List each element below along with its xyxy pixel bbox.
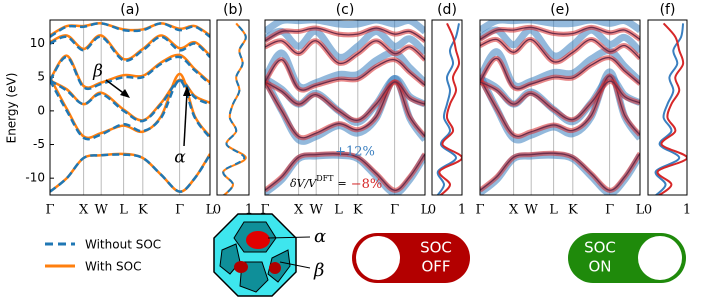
x-tick-label: W (95, 203, 109, 218)
x-tick-label: L (119, 203, 128, 218)
x-tick-label: 1 (683, 203, 691, 218)
alpha-label: α (314, 226, 326, 247)
x-tick-label: 0 (213, 203, 221, 218)
x-tick-label: X (79, 203, 89, 218)
dos-line (436, 23, 460, 195)
dos-line (656, 22, 687, 195)
panel-title: (b) (223, 2, 243, 18)
band-center (265, 40, 425, 65)
y-tick-label: -5 (33, 137, 45, 151)
band-line (50, 152, 210, 193)
band-center (265, 81, 425, 122)
panel-frame (647, 19, 688, 196)
arrow-head (120, 89, 130, 98)
panel-frame (479, 19, 641, 196)
strain-label: δV/VDFT = −8% (290, 174, 382, 192)
x-tick-label: 1 (458, 203, 466, 218)
band-line (50, 34, 210, 61)
x-tick-label: 1 (245, 203, 253, 218)
band-center (480, 26, 640, 41)
legend-label: Without SOC (85, 238, 161, 252)
plot-area (480, 20, 640, 195)
panel-title: (a) (120, 2, 140, 18)
strain-value: −8% (351, 177, 383, 192)
x-tick-label: Γ (390, 203, 399, 218)
x-tick-label: Γ (475, 203, 484, 218)
band-center (265, 153, 425, 191)
x-tick-label: K (138, 203, 148, 218)
x-tick-label: X (509, 203, 519, 218)
x-tick-label: L (334, 203, 343, 218)
soc-on-toggle[interactable]: SOC ON (568, 233, 686, 283)
x-tick-label: Γ (45, 203, 54, 218)
x-tick-label: L (421, 203, 430, 218)
annotation: β (92, 62, 103, 82)
y-tick-label: 0 (37, 103, 45, 117)
dos-line (222, 22, 247, 195)
x-tick-label: L (206, 203, 215, 218)
arrow-head (183, 86, 191, 96)
strain-sup: DFT (316, 174, 334, 183)
x-tick-label: L (636, 203, 645, 218)
strain-text: δV/V (290, 177, 317, 190)
toggle-label: SOC (420, 239, 452, 257)
band-line (50, 153, 210, 193)
strain-eq: = (338, 177, 347, 190)
toggle-label: ON (588, 258, 611, 276)
y-axis-label: Energy (eV) (5, 73, 19, 144)
y-tick-label: 10 (30, 36, 45, 50)
band-center (480, 38, 640, 63)
panel-frame (264, 19, 426, 196)
panel-frame (216, 19, 250, 196)
beta-label: β (313, 260, 324, 281)
band-center (265, 81, 425, 139)
panel-frame (431, 19, 463, 196)
x-tick-label: 0 (428, 203, 436, 218)
x-tick-label: 0 (644, 203, 652, 218)
x-tick-label: L (549, 203, 558, 218)
band-center (480, 152, 640, 191)
x-tick-label: X (294, 203, 304, 218)
band-line (50, 55, 210, 91)
toggle-knob[interactable] (356, 236, 400, 280)
annotation: +12% (335, 145, 375, 160)
dos-line (654, 23, 685, 195)
x-tick-label: Γ (605, 203, 614, 218)
x-tick-label: Γ (260, 203, 269, 218)
plot-area (654, 22, 687, 195)
x-tick-label: K (353, 203, 363, 218)
band-line (50, 22, 210, 38)
toggle-knob[interactable] (638, 236, 682, 280)
legend-label: With SOC (85, 260, 142, 274)
band-center (265, 27, 425, 42)
soc-off-toggle[interactable]: SOC OFF (352, 233, 470, 283)
x-tick-label: K (568, 203, 578, 218)
band-center (265, 58, 425, 91)
y-tick-label: -10 (25, 171, 45, 185)
band-center (480, 80, 640, 121)
band-center (480, 75, 640, 138)
x-tick-label: W (525, 203, 539, 218)
panel-title: (c) (336, 2, 355, 18)
plot-area (265, 20, 425, 195)
fermi-surface (213, 213, 311, 297)
dos-line (438, 22, 462, 195)
arrow (183, 91, 188, 147)
band-line (480, 26, 640, 60)
plot-area (436, 22, 462, 195)
toggle-label: OFF (421, 258, 450, 276)
panel-title: (f) (660, 2, 676, 18)
panel-frame (49, 19, 211, 196)
x-tick-label: Γ (175, 203, 184, 218)
panel-title: (e) (550, 2, 570, 18)
band-center (480, 56, 640, 90)
panel-title: (d) (437, 2, 457, 18)
band-line (265, 27, 425, 61)
toggle-label: SOC (584, 239, 616, 257)
annotation: α (174, 148, 186, 168)
y-tick-label: 5 (37, 70, 45, 84)
x-tick-label: W (310, 203, 324, 218)
plot-area (222, 22, 247, 195)
